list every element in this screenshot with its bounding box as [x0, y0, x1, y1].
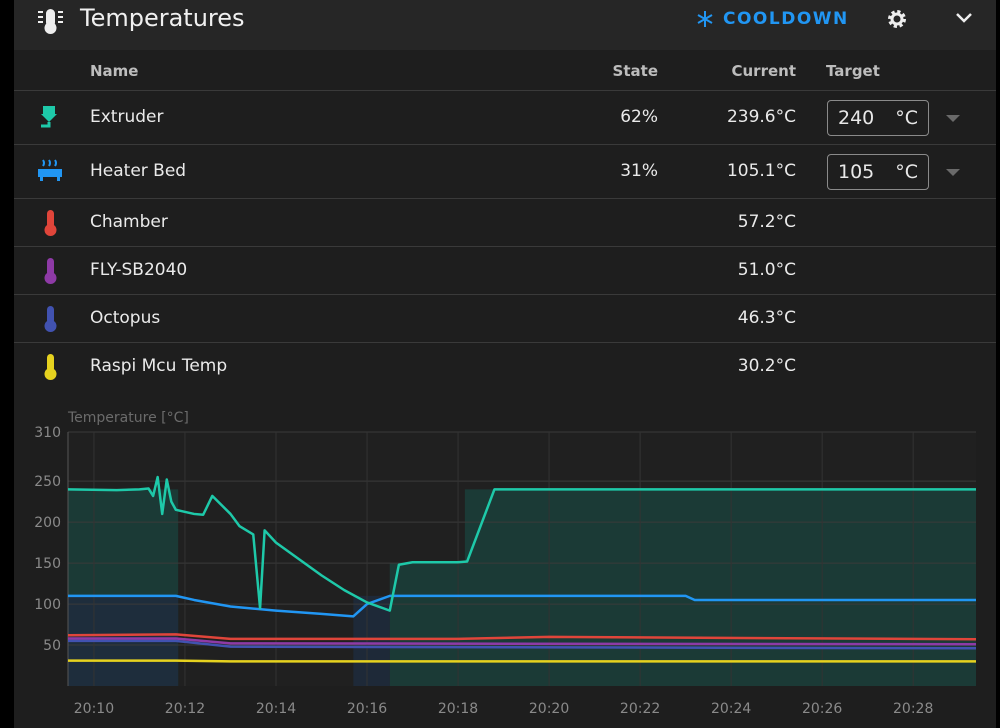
y-tick-label: 250 — [34, 474, 61, 490]
x-tick-label: 20:20 — [529, 701, 569, 717]
x-tick-label: 20:24 — [711, 701, 751, 717]
sensor-icon — [44, 210, 57, 236]
x-tick-label: 20:28 — [893, 701, 933, 717]
table-row: Chamber 57.2°C — [14, 198, 996, 247]
x-tick-label: 20:14 — [256, 701, 296, 717]
x-tick-label: 20:16 — [347, 701, 387, 717]
x-tick-label: 20:18 — [438, 701, 478, 717]
x-tick-label: 20:22 — [620, 701, 660, 717]
sensor-current: 51.0°C — [737, 260, 796, 280]
table-row: Heater Bed 31% 105.1°C 105 °C — [14, 144, 996, 199]
sensor-icon — [44, 354, 57, 380]
target-input[interactable]: 105 °C — [827, 154, 929, 190]
header-title: Temperatures — [80, 4, 245, 32]
y-tick-label: 50 — [43, 638, 61, 654]
series-line — [68, 659, 976, 663]
header: Temperatures COOLDOWN — [14, 0, 996, 50]
series-line — [68, 594, 976, 618]
y-axis-label: Temperature [°C] — [67, 410, 189, 426]
table-row: FLY-SB2040 51.0°C — [14, 246, 996, 295]
series-line — [68, 639, 977, 650]
sensor-current: 239.6°C — [726, 107, 796, 127]
series-line — [67, 633, 977, 641]
sensor-name: Extruder — [90, 107, 164, 127]
sensor-name: Heater Bed — [90, 161, 187, 181]
sensor-icon — [44, 258, 57, 284]
series-line — [67, 475, 976, 612]
target-value: 105 — [838, 161, 875, 183]
sensor-name: Chamber — [90, 212, 168, 232]
x-tick-label: 20:26 — [802, 701, 842, 717]
y-tick-label: 200 — [34, 515, 61, 531]
target-value: 240 — [838, 107, 875, 129]
target-dropdown[interactable] — [946, 115, 960, 123]
table-header: Name State Current Target — [14, 50, 996, 90]
target-area — [68, 595, 390, 686]
sensor-current: 105.1°C — [726, 161, 796, 181]
sensor-name: FLY-SB2040 — [90, 260, 188, 280]
sensor-state: 62% — [620, 107, 658, 127]
y-tick-label: 310 — [34, 425, 61, 441]
column-header: Current — [731, 62, 796, 80]
collapse-button[interactable] — [954, 10, 974, 26]
table-row: Raspi Mcu Temp 30.2°C — [14, 342, 996, 391]
column-header: Target — [826, 62, 880, 80]
sensor-current: 30.2°C — [737, 356, 796, 376]
settings-button[interactable] — [886, 8, 908, 30]
x-tick-label: 20:12 — [165, 701, 205, 717]
header-icon — [38, 9, 63, 34]
target-unit: °C — [895, 107, 918, 129]
column-header: State — [612, 62, 658, 80]
sensor-icon — [41, 106, 57, 128]
sensor-current: 46.3°C — [737, 308, 796, 328]
target-input[interactable]: 240 °C — [827, 100, 929, 136]
y-tick-label: 150 — [34, 556, 61, 572]
sensor-current: 57.2°C — [737, 212, 796, 232]
sensor-name: Raspi Mcu Temp — [90, 356, 228, 376]
y-tick-label: 100 — [34, 597, 61, 613]
sensor-name: Octopus — [90, 308, 161, 328]
target-unit: °C — [895, 161, 918, 183]
table-row: Octopus 46.3°C — [14, 294, 996, 343]
x-tick-label: 20:10 — [74, 701, 114, 717]
sensor-icon — [44, 306, 57, 332]
table-row: Extruder 62% 239.6°C 240 °C — [14, 90, 996, 145]
target-dropdown[interactable] — [946, 169, 960, 177]
snowflake-icon — [697, 11, 713, 27]
sensor-state: 31% — [620, 161, 658, 181]
column-header: Name — [90, 62, 139, 80]
chart: Temperature [°C] 50 100 150 200 250 310 20:10 2… — [34, 410, 977, 717]
cooldown-button[interactable]: COOLDOWN — [723, 9, 849, 29]
series-line — [68, 637, 977, 646]
sensor-icon — [38, 159, 62, 181]
